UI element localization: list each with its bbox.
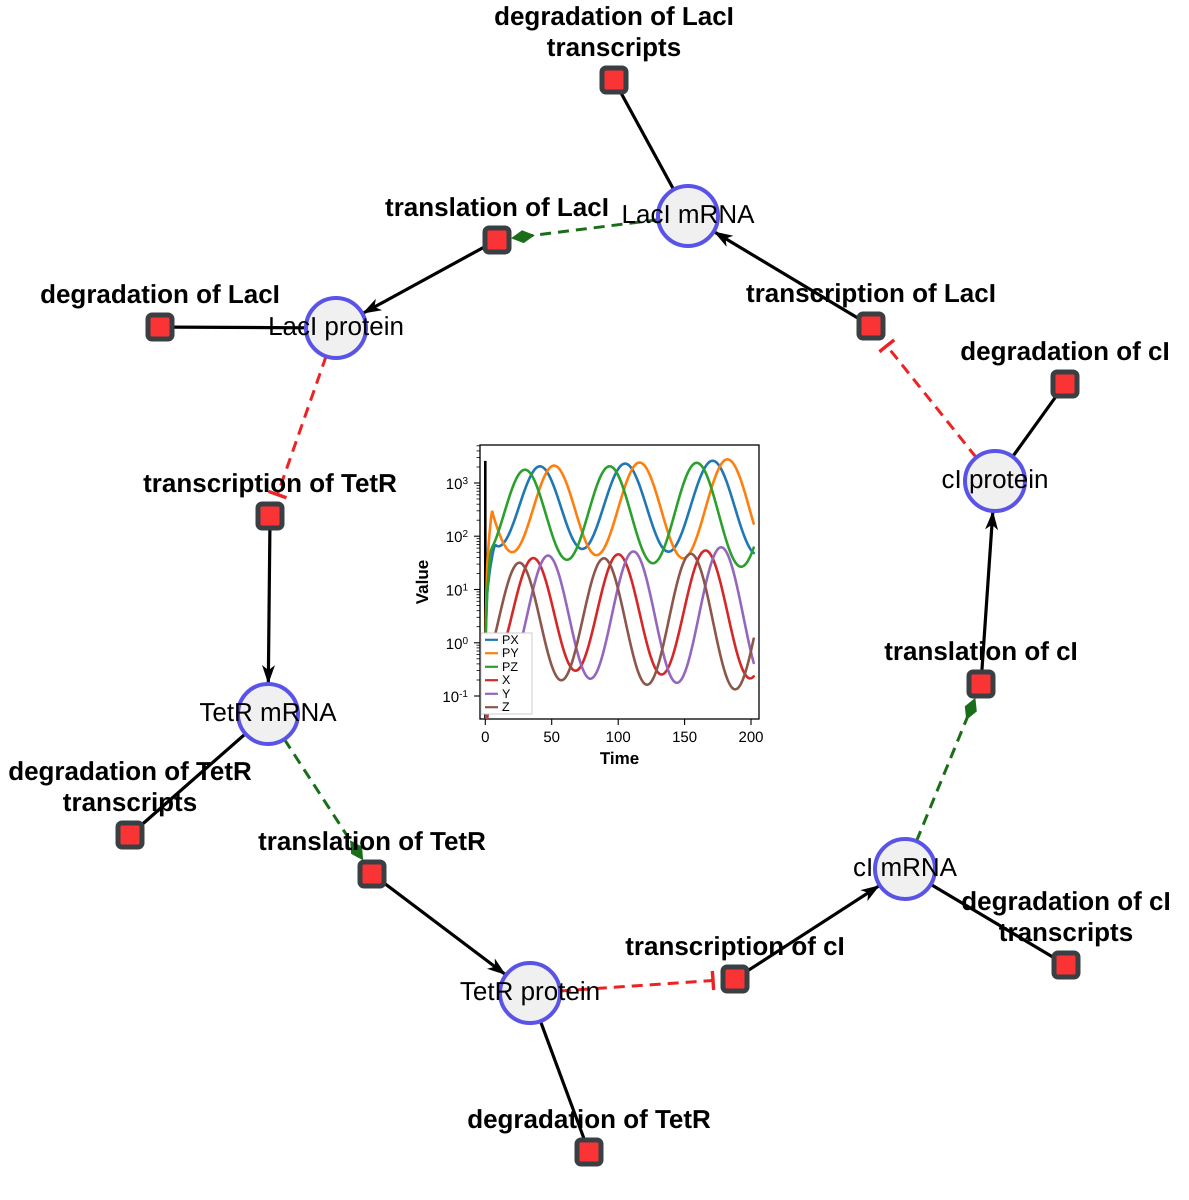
svg-text:transcripts: transcripts	[63, 787, 197, 817]
svg-text:LacI mRNA: LacI mRNA	[622, 199, 756, 229]
svg-text:PX: PX	[502, 633, 519, 647]
svg-text:Time: Time	[600, 749, 639, 768]
svg-text:degradation of TetR: degradation of TetR	[8, 756, 252, 786]
svg-text:cI mRNA: cI mRNA	[853, 852, 958, 882]
svg-text:Z: Z	[502, 700, 510, 714]
svg-text:transcription of LacI: transcription of LacI	[746, 278, 996, 308]
svg-text:degradation of LacI: degradation of LacI	[40, 279, 280, 309]
svg-text:transcripts: transcripts	[547, 32, 681, 62]
svg-text:101: 101	[446, 582, 469, 600]
svg-text:Value: Value	[413, 560, 432, 604]
svg-text:102: 102	[446, 529, 469, 547]
svg-text:10-1: 10-1	[442, 689, 468, 707]
svg-text:PY: PY	[502, 646, 519, 660]
svg-text:150: 150	[672, 729, 697, 746]
svg-text:50: 50	[543, 729, 560, 746]
svg-text:transcription of TetR: transcription of TetR	[143, 468, 397, 498]
svg-text:transcription of cI: transcription of cI	[625, 931, 845, 961]
svg-text:LacI protein: LacI protein	[268, 311, 404, 341]
svg-text:cI protein: cI protein	[942, 464, 1049, 494]
svg-text:TetR protein: TetR protein	[460, 976, 600, 1006]
svg-text:103: 103	[446, 476, 469, 494]
svg-text:translation of TetR: translation of TetR	[258, 826, 486, 856]
svg-text:degradation of cI: degradation of cI	[961, 886, 1170, 916]
svg-text:PZ: PZ	[502, 660, 518, 674]
svg-text:translation of cI: translation of cI	[884, 636, 1078, 666]
svg-text:translation of LacI: translation of LacI	[385, 192, 609, 222]
svg-text:degradation of TetR: degradation of TetR	[467, 1104, 711, 1134]
svg-text:100: 100	[606, 729, 631, 746]
svg-text:degradation of cI: degradation of cI	[960, 336, 1169, 366]
svg-text:200: 200	[738, 729, 763, 746]
svg-text:degradation of LacI: degradation of LacI	[494, 1, 734, 31]
svg-text:0: 0	[481, 729, 489, 746]
svg-text:TetR mRNA: TetR mRNA	[199, 697, 337, 727]
svg-text:X: X	[502, 673, 511, 687]
svg-text:Y: Y	[502, 687, 511, 701]
svg-text:transcripts: transcripts	[999, 917, 1133, 947]
svg-text:100: 100	[446, 635, 469, 653]
